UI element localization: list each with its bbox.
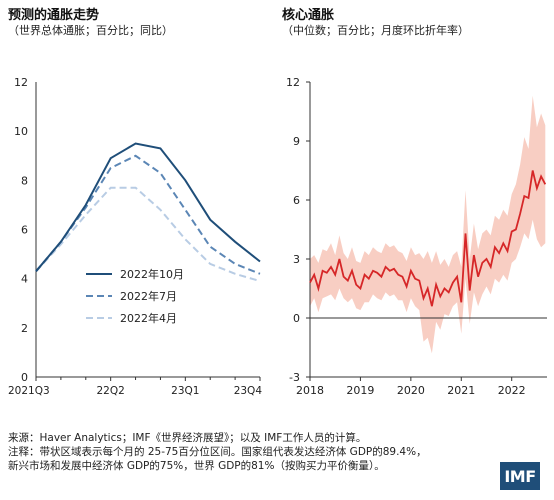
series-line	[35, 154, 261, 275]
x-tick-label: 23Q1	[171, 385, 199, 397]
left-panel-subtitle: （世界总体通胀；百分比；同比）	[8, 24, 173, 37]
footnote-line-1: 注释：带状区域表示每个月的 25-75百分位区间。国家组代表发达经济体 GDP的…	[8, 446, 427, 458]
x-tick-label: 2022	[498, 384, 526, 397]
y-tick-label: 4	[21, 273, 28, 286]
x-tick-label: 22Q2	[97, 385, 125, 397]
y-tick-label: 9	[293, 135, 300, 148]
y-tick-label: 6	[21, 224, 28, 237]
y-tick-label: 2	[21, 322, 28, 335]
legend-label: 2022年4月	[120, 311, 177, 325]
x-tick-label: 2020	[397, 384, 425, 397]
y-tick-label: 10	[14, 125, 28, 138]
right-panel-subtitle: （中位数；百分比；月度环比折年率）	[282, 24, 469, 37]
x-tick-label: 2021Q3	[8, 385, 50, 397]
y-tick-label: 6	[293, 194, 300, 207]
x-tick-label: 2019	[346, 384, 374, 397]
legend-label: 2022年10月	[120, 267, 184, 281]
series-line	[35, 142, 261, 272]
x-tick-label: 2018	[296, 384, 324, 397]
y-tick-label: -3	[289, 371, 300, 384]
right-chart: -3 0 3 6 9 12 2018 2019 2020 2021 2022	[286, 76, 547, 397]
left-chart: 0 2 4 6 8 10 12 2021Q3 22Q2 23Q1 23Q4 2022年10月 2022年…	[8, 76, 263, 397]
footnote-line-2: 新兴市场和发展中经济体 GDP的75%，世界 GDP的81%（按购买力平价衡量）…	[8, 460, 385, 472]
y-tick-label: 0	[293, 312, 300, 325]
median-line	[309, 170, 547, 307]
series-line	[35, 186, 261, 283]
y-tick-label: 8	[21, 174, 28, 187]
x-tick-label: 2021	[447, 384, 475, 397]
x-tick-label: 23Q4	[234, 385, 263, 397]
notes: 来源：Haver Analytics；IMF《世界经济展望》；以及 IMF工作人…	[8, 431, 468, 473]
y-tick-label: 12	[286, 76, 300, 89]
left-panel-title: 预测的通胀走势	[8, 8, 100, 23]
imf-logo: IMF	[500, 462, 540, 490]
legend-label: 2022年7月	[120, 289, 177, 303]
y-tick-label: 12	[14, 76, 28, 89]
source-note: 来源：Haver Analytics；IMF《世界经济展望》；以及 IMF工作人…	[8, 432, 367, 444]
percentile-band	[310, 95, 546, 354]
right-panel-title: 核心通胀	[282, 8, 335, 23]
y-tick-label: 0	[21, 371, 28, 384]
y-tick-label: 3	[293, 253, 300, 266]
